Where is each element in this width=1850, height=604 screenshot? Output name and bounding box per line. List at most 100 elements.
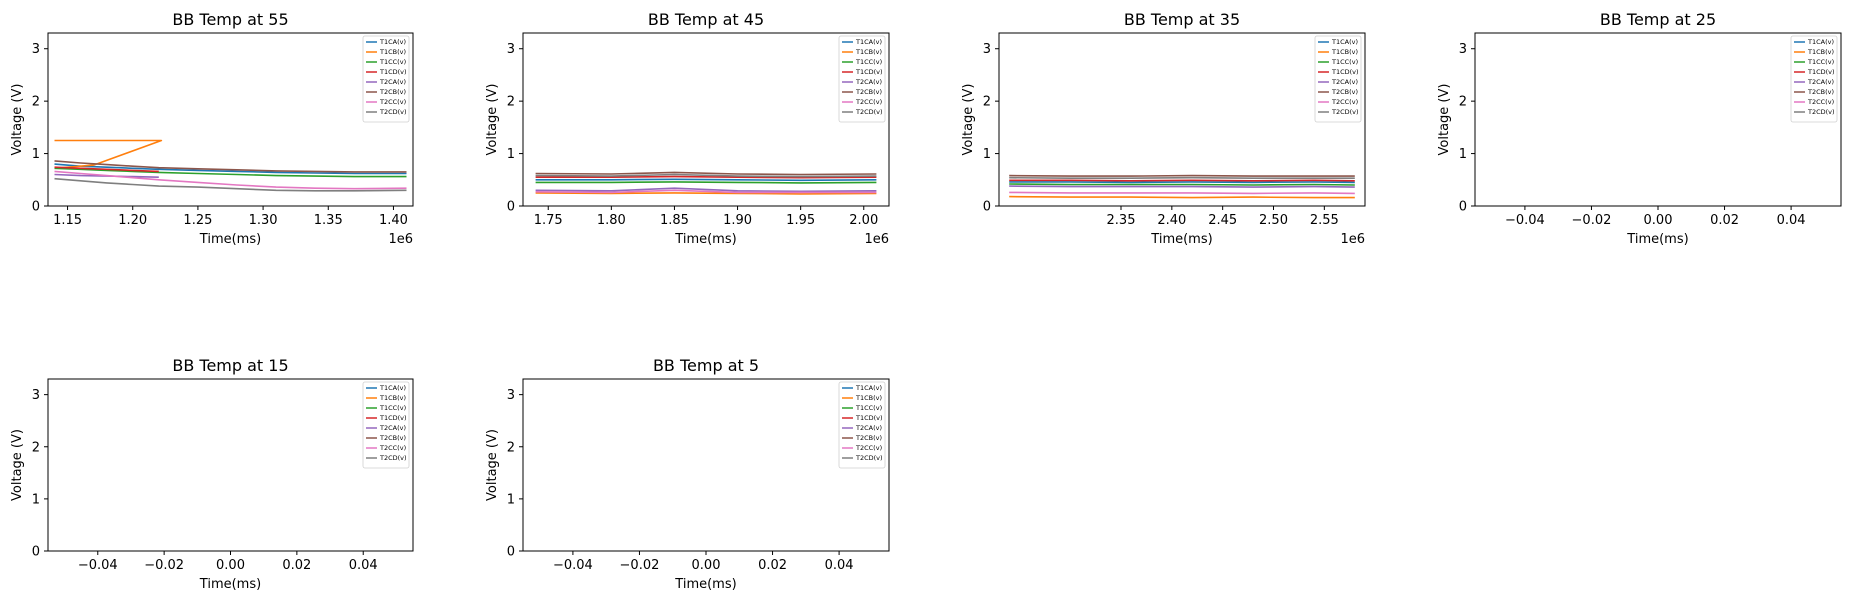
axes-frame — [998, 32, 1366, 207]
axes-frame — [522, 378, 890, 552]
legend-entry: T2CA(v) — [1331, 78, 1358, 86]
legend: T1CA(v) T1CB(v) T1CC(v) T1CD(v) T2CA(v) T2CB(… — [838, 35, 886, 123]
x-tick-label: 1.25 — [183, 213, 212, 228]
x-tick-label: −0.04 — [1505, 213, 1545, 228]
x-tick-label: 2.55 — [1310, 213, 1339, 228]
legend-entry: T1CA(v) — [379, 38, 406, 46]
x-tick-label: 2.50 — [1259, 213, 1288, 228]
legend-entry: T1CD(v) — [1807, 68, 1835, 76]
y-tick-label: 0 — [507, 545, 515, 560]
x-tick-label: 0.00 — [216, 558, 245, 573]
legend-entry: T1CA(v) — [1807, 38, 1834, 46]
legend-entry: T2CD(v) — [379, 108, 407, 116]
y-tick-label: 3 — [507, 42, 515, 57]
legend-entry: T2CB(v) — [855, 434, 882, 442]
legend-entry: T2CD(v) — [1331, 108, 1359, 116]
x-tick-label: 2.00 — [849, 213, 878, 228]
x-tick-label: 0.04 — [1777, 213, 1806, 228]
y-tick-label: 3 — [983, 42, 991, 57]
x-tick-label: 1.90 — [723, 213, 752, 228]
y-tick-label: 0 — [32, 545, 40, 560]
x-tick-label: 0.02 — [282, 558, 311, 573]
x-tick-label: 1.30 — [249, 213, 278, 228]
y-tick-label: 1 — [507, 492, 515, 507]
legend-entry: T2CA(v) — [855, 78, 882, 86]
x-tick-label: −0.04 — [553, 558, 593, 573]
x-tick-label: 0.00 — [692, 558, 721, 573]
axes-frame — [47, 378, 414, 552]
x-axis-label: Time(ms) — [674, 232, 736, 247]
legend-entry: T2CB(v) — [379, 434, 406, 442]
x-axis-label: Time(ms) — [1150, 232, 1212, 247]
y-tick-label: 3 — [1459, 42, 1467, 57]
x-offset-label: 1e6 — [388, 232, 413, 247]
x-tick-label: −0.02 — [1572, 213, 1612, 228]
chart-panel-5: BB Temp at 15 −0.04 −0.02 0.00 0.02 0.04 0 1 2 3 T… — [10, 356, 414, 592]
legend-entry: T2CD(v) — [379, 454, 407, 462]
x-axis-label: Time(ms) — [674, 577, 736, 592]
legend-entry: T1CD(v) — [855, 414, 883, 422]
legend-entry: T1CC(v) — [855, 404, 882, 412]
legend: T1CA(v) T1CB(v) T1CC(v) T1CD(v) T2CA(v) T2CB(… — [362, 35, 410, 123]
legend-entry: T1CD(v) — [855, 68, 883, 76]
legend-entry: T1CB(v) — [855, 394, 882, 402]
legend-entry: T2CA(v) — [855, 424, 882, 432]
chart-panel-4: BB Temp at 25 −0.04 −0.02 0.00 0.02 0.04 0 1 2 3 T… — [1437, 10, 1842, 247]
y-axis-label: Voltage (V) — [10, 84, 25, 156]
legend: T1CA(v) T1CB(v) T1CC(v) T1CD(v) T2CA(v) T2CB(… — [838, 381, 886, 469]
x-tick-label: 1.40 — [379, 213, 408, 228]
series-line-t2cav — [535, 187, 877, 193]
series-lines — [54, 139, 407, 192]
y-tick-label: 1 — [32, 147, 40, 162]
series-line-t1cbv — [535, 192, 877, 195]
series-line-t1cdv — [54, 166, 159, 173]
series-line-t2cdv — [1009, 176, 1355, 179]
x-axis-label: Time(ms) — [1626, 232, 1688, 247]
legend-entry: T2CC(v) — [1331, 98, 1358, 106]
series-line-t1cdv — [535, 175, 877, 179]
legend-entry: T1CA(v) — [855, 384, 882, 392]
x-tick-label: 0.02 — [758, 558, 787, 573]
y-axis-label: Voltage (V) — [10, 429, 25, 501]
chart-panel-1: BB Temp at 55 1.15 1.20 1.25 1.30 1.35 1.40 0 1 2… — [10, 10, 414, 247]
legend: T1CA(v) T1CB(v) T1CC(v) T1CD(v) T2CA(v) T2CB(… — [362, 381, 410, 469]
y-tick-label: 2 — [507, 440, 515, 455]
series-lines — [1009, 174, 1355, 199]
legend-entry: T2CD(v) — [1807, 108, 1835, 116]
y-axis-label: Voltage (V) — [961, 84, 976, 156]
legend-box — [1314, 35, 1362, 123]
y-tick-label: 0 — [1459, 200, 1467, 215]
x-tick-label: 1.35 — [314, 213, 343, 228]
legend-entry: T1CC(v) — [855, 58, 882, 66]
x-tick-label: 1.85 — [660, 213, 689, 228]
legend-entry: T1CC(v) — [1331, 58, 1358, 66]
legend: T1CA(v) T1CB(v) T1CC(v) T1CD(v) T2CA(v) T2CB(… — [1314, 35, 1362, 123]
legend-entry: T1CB(v) — [1807, 48, 1834, 56]
y-tick-label: 1 — [32, 492, 40, 507]
axes-frame — [47, 32, 414, 207]
x-tick-label: 2.40 — [1157, 213, 1186, 228]
series-line-t1ccv — [1009, 183, 1355, 186]
chart-panel-3: BB Temp at 35 2.35 2.40 2.45 2.50 2.55 0 1 2 3 Tim… — [961, 10, 1366, 247]
x-tick-label: −0.02 — [620, 558, 660, 573]
series-line-t1ccv — [54, 167, 407, 178]
y-tick-label: 0 — [507, 200, 515, 215]
legend-entry: T1CB(v) — [1331, 48, 1358, 56]
y-tick-label: 3 — [32, 42, 40, 57]
y-tick-label: 2 — [1459, 95, 1467, 110]
x-offset-label: 1e6 — [864, 232, 889, 247]
legend-entry: T1CD(v) — [379, 68, 407, 76]
legend-box — [838, 381, 886, 469]
legend-box — [362, 381, 410, 469]
legend-entry: T1CC(v) — [1807, 58, 1834, 66]
y-tick-label: 2 — [32, 440, 40, 455]
legend-box — [362, 35, 410, 123]
series-line-t2cbv — [1009, 174, 1355, 177]
x-tick-label: 0.04 — [349, 558, 378, 573]
series-line-t1ccv — [535, 181, 877, 184]
chart-title: BB Temp at 5 — [653, 356, 759, 375]
legend-entry: T2CC(v) — [379, 98, 406, 106]
chart-title: BB Temp at 55 — [172, 10, 288, 29]
x-tick-label: −0.02 — [144, 558, 184, 573]
